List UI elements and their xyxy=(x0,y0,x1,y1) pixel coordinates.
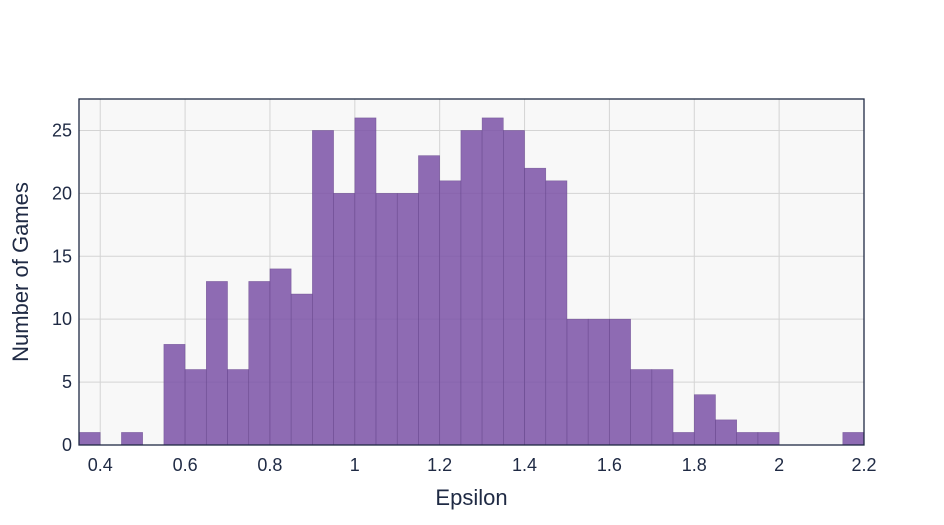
y-tick-label: 5 xyxy=(62,372,72,392)
histogram-bar xyxy=(693,394,716,446)
histogram-bar xyxy=(566,318,589,446)
y-tick-label: 20 xyxy=(52,183,72,203)
histogram-bar xyxy=(269,268,292,446)
histogram-bar xyxy=(630,369,653,446)
histogram-bar xyxy=(439,180,462,446)
histogram-bar xyxy=(333,193,356,446)
histogram-bar xyxy=(503,130,525,446)
histogram-bar xyxy=(757,432,780,446)
x-tick-label: 0.4 xyxy=(88,455,113,475)
histogram-bar xyxy=(672,432,695,446)
y-tick-label: 15 xyxy=(52,246,72,266)
x-tick-label: 1.4 xyxy=(512,455,537,475)
y-tick-label: 25 xyxy=(52,120,72,140)
histogram-bar xyxy=(651,369,674,446)
histogram-bar xyxy=(163,344,186,446)
histogram-bar xyxy=(354,117,377,446)
histogram-bar xyxy=(248,281,271,446)
histogram-bar xyxy=(609,318,631,446)
histogram-bar xyxy=(205,281,228,446)
histogram-bar xyxy=(524,167,547,446)
x-tick-label: 1.2 xyxy=(427,455,452,475)
histogram-bar xyxy=(312,130,334,446)
x-tick-label: 0.8 xyxy=(257,455,282,475)
histogram-bar xyxy=(715,419,738,446)
histogram-bar xyxy=(375,193,398,446)
histogram-bar xyxy=(842,432,865,446)
y-tick-label: 10 xyxy=(52,309,72,329)
histogram-bar xyxy=(227,369,250,446)
x-axis-tick-labels: 0.4 0.6 0.8 1 1.2 1.4 1.6 1.8 2 2.2 xyxy=(88,455,877,475)
y-axis-title: Number of Games xyxy=(8,182,33,362)
histogram-bar xyxy=(184,369,207,446)
y-tick-label: 0 xyxy=(62,435,72,455)
y-axis-tick-labels: 0 5 10 15 20 25 xyxy=(52,120,72,455)
histogram-bar xyxy=(396,193,419,446)
histogram-bar xyxy=(460,130,483,446)
x-tick-label: 0.6 xyxy=(173,455,198,475)
x-tick-label: 2 xyxy=(774,455,784,475)
x-tick-label: 1.8 xyxy=(682,455,707,475)
histogram-bar xyxy=(121,432,143,446)
histogram-bars xyxy=(78,117,865,446)
histogram-bar xyxy=(290,293,313,446)
histogram-bar xyxy=(78,432,101,446)
x-axis-title: Epsilon xyxy=(435,485,507,510)
x-tick-label: 1 xyxy=(350,455,360,475)
histogram-bar xyxy=(418,155,440,446)
histogram-bar xyxy=(545,180,568,446)
x-tick-label: 1.6 xyxy=(597,455,622,475)
x-tick-label: 2.2 xyxy=(851,455,876,475)
plot-frame xyxy=(78,98,865,446)
histogram-bar xyxy=(587,318,610,446)
histogram-bar xyxy=(481,117,504,446)
histogram-bar xyxy=(736,432,759,446)
